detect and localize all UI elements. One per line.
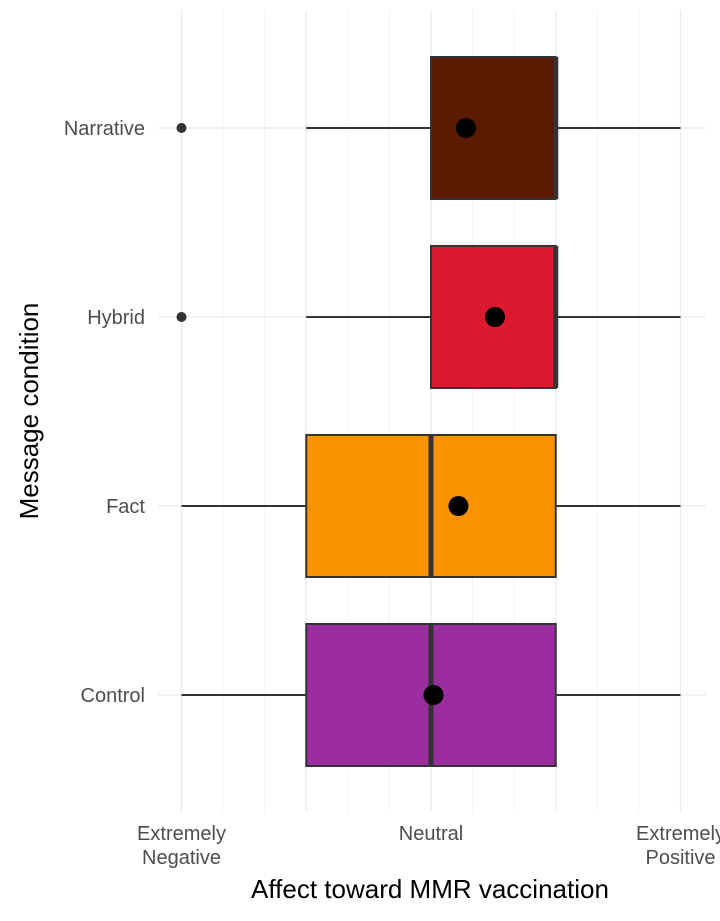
box-control [181,623,681,767]
box-hybrid [176,245,681,389]
x-tick-label: Extremely Positive [636,823,720,869]
y-tick-label: Control [81,685,145,707]
y-tick-label: Fact [106,496,145,518]
x-tick-label: Extremely Negative [137,823,226,869]
x-tick-label-line: Extremely [636,823,720,845]
outlier-point [176,312,187,322]
y-tick-label: Hybrid [87,307,145,329]
x-tick-label: Neutral [399,823,463,845]
y-tick-label: Narrative [64,118,145,140]
box-fact [181,434,681,578]
x-tick-label-line: Neutral [399,823,463,845]
x-axis-title: Affect toward MMR vaccination [251,874,609,904]
y-axis-title: Message condition [14,303,44,520]
box-rect [430,56,557,200]
box-narrative [176,56,681,200]
outlier-point [176,123,187,133]
boxes [176,56,681,767]
mean-point [448,496,469,516]
x-tick-label-line: Negative [142,847,221,869]
mean-point [455,118,476,138]
mean-point [485,307,506,327]
x-tick-label-line: Extremely [137,823,226,845]
x-tick-label-line: Positive [645,847,715,869]
mean-point [423,685,444,705]
y-tick-labels: Narrative Hybrid Fact Control [64,118,146,707]
